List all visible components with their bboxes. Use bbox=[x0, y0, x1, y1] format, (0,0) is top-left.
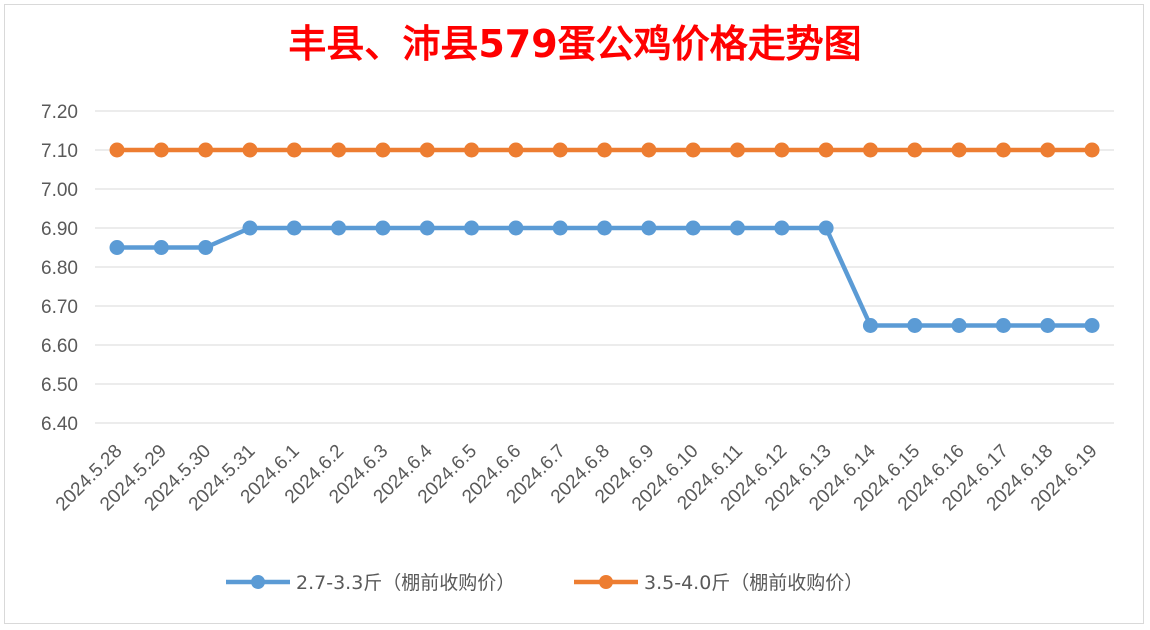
data-point bbox=[641, 220, 657, 236]
x-axis-ticks: 2024.5.282024.5.292024.5.302024.5.312024… bbox=[52, 440, 1102, 515]
data-point bbox=[729, 142, 745, 158]
y-tick-label: 6.60 bbox=[41, 336, 78, 357]
y-tick-label: 7.00 bbox=[41, 180, 78, 201]
data-point bbox=[1084, 318, 1100, 333]
data-point bbox=[286, 220, 302, 236]
y-axis-ticks: 6.40 6.50 6.60 6.70 6.80 6.90 7.00 7.10 7.20 bbox=[41, 102, 78, 435]
data-point bbox=[685, 220, 701, 236]
data-point bbox=[774, 220, 790, 236]
y-tick-label: 6.40 bbox=[41, 414, 78, 435]
data-point bbox=[109, 142, 125, 158]
data-point bbox=[774, 142, 790, 158]
data-point bbox=[153, 142, 169, 158]
data-point bbox=[331, 142, 347, 158]
data-point bbox=[464, 220, 480, 236]
grid-lines bbox=[95, 110, 1114, 424]
data-point bbox=[951, 142, 967, 158]
y-tick-label: 6.50 bbox=[41, 375, 78, 396]
data-point bbox=[552, 142, 568, 158]
series-line bbox=[117, 225, 1093, 328]
data-point bbox=[1040, 142, 1056, 158]
data-point bbox=[242, 142, 258, 158]
legend-label: 3.5-4.0斤（棚前收购价） bbox=[644, 572, 863, 594]
data-point bbox=[153, 240, 169, 255]
data-point bbox=[198, 240, 214, 255]
y-tick-label: 6.90 bbox=[41, 219, 78, 240]
legend: 2.7-3.3斤（棚前收购价） 3.5-4.0斤（棚前收购价） bbox=[226, 572, 863, 594]
y-tick-label: 6.70 bbox=[41, 297, 78, 318]
legend-marker bbox=[599, 575, 613, 589]
data-point bbox=[641, 142, 657, 158]
data-point bbox=[375, 142, 391, 158]
data-point bbox=[552, 220, 568, 236]
y-tick-label: 7.20 bbox=[41, 102, 78, 123]
series-lines bbox=[109, 142, 1100, 333]
data-point bbox=[685, 142, 701, 158]
data-point bbox=[907, 142, 923, 158]
data-point bbox=[995, 142, 1011, 158]
data-point bbox=[198, 142, 214, 158]
chart-title: 丰县、沛县579蛋公鸡价格走势图 bbox=[288, 22, 862, 66]
data-point bbox=[862, 318, 878, 333]
data-point bbox=[1084, 142, 1100, 158]
data-point bbox=[286, 142, 302, 158]
data-point bbox=[729, 220, 745, 236]
data-point bbox=[1040, 318, 1056, 333]
chart-frame bbox=[4, 4, 1144, 624]
data-point bbox=[242, 220, 258, 236]
data-point bbox=[508, 142, 524, 158]
data-point bbox=[951, 318, 967, 333]
legend-label: 2.7-3.3斤（棚前收购价） bbox=[296, 572, 515, 594]
data-point bbox=[907, 318, 923, 333]
y-tick-label: 7.10 bbox=[41, 141, 78, 162]
data-point bbox=[995, 318, 1011, 333]
data-point bbox=[862, 142, 878, 158]
y-tick-label: 6.80 bbox=[41, 258, 78, 279]
data-point bbox=[818, 220, 834, 236]
data-point bbox=[818, 142, 834, 158]
data-point bbox=[419, 142, 435, 158]
data-point bbox=[331, 220, 347, 236]
data-point bbox=[109, 240, 125, 255]
legend-marker bbox=[251, 575, 265, 589]
data-point bbox=[419, 220, 435, 236]
data-point bbox=[464, 142, 480, 158]
data-point bbox=[597, 142, 613, 158]
data-point bbox=[597, 220, 613, 236]
data-point bbox=[375, 220, 391, 236]
data-point bbox=[508, 220, 524, 236]
